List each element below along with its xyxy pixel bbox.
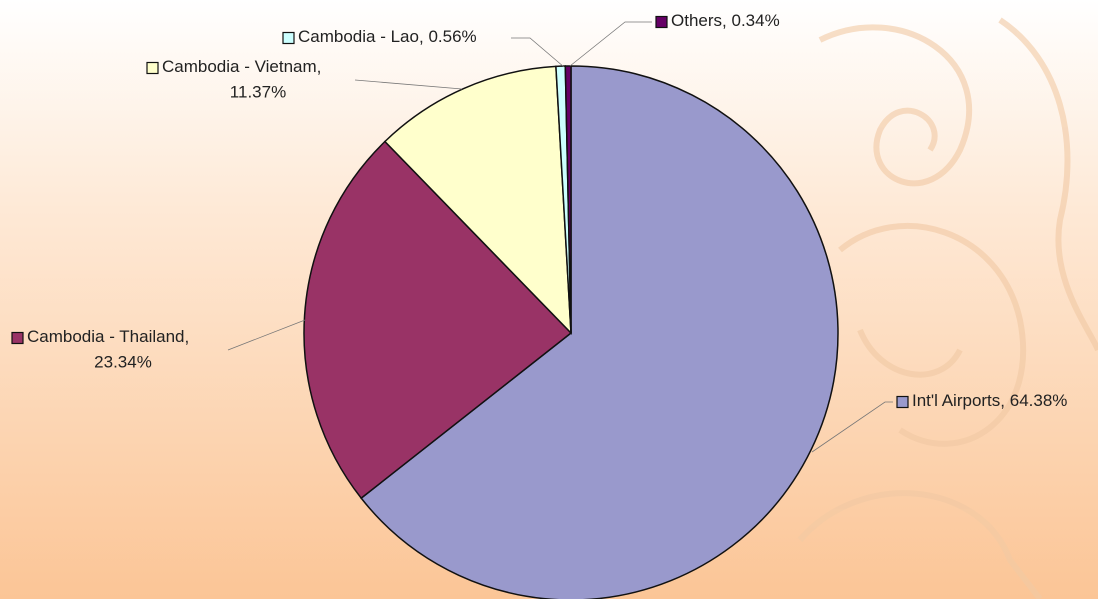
- label-value: 23.34%: [94, 352, 152, 371]
- label-marker: [282, 31, 295, 45]
- label-marker: [146, 61, 159, 75]
- label-value: 0.34%: [732, 11, 780, 30]
- data-label: Others, 0.34%: [671, 11, 780, 30]
- leader-line: [811, 401, 893, 453]
- label-category: Int'l Airports: [912, 391, 1000, 410]
- label-value: 0.56%: [428, 27, 476, 46]
- data-label: Cambodia - Vietnam,: [162, 57, 321, 76]
- data-label: Cambodia - Lao, 0.56%: [298, 27, 477, 46]
- labels: Int'l Airports, 64.38% Cambodia - Thailan…: [11, 11, 1067, 453]
- decoration: [797, 17, 1098, 599]
- pie-slice: [564, 65, 572, 334]
- pie-slice: [383, 65, 572, 335]
- label-marker: [896, 395, 909, 409]
- label-marker: [655, 15, 668, 29]
- label-marker: [11, 331, 24, 345]
- leader-line: [354, 79, 463, 90]
- label-category: Cambodia - Vietnam: [162, 57, 317, 76]
- label-category: Cambodia - Thailand: [27, 327, 185, 346]
- pie-slice: [303, 140, 573, 500]
- label-category: Cambodia - Lao: [298, 27, 419, 46]
- leader-line: [569, 21, 652, 67]
- pie-slice: [360, 65, 839, 599]
- label-value: 11.37%: [230, 82, 286, 101]
- data-label: Int'l Airports, 64.38%: [912, 391, 1067, 410]
- leader-line: [511, 37, 565, 68]
- leader-line: [227, 319, 306, 351]
- label-value: 64.38%: [1010, 391, 1068, 410]
- data-label: Cambodia - Thailand,: [27, 327, 189, 346]
- pie: [303, 65, 839, 599]
- label-category: Others: [671, 11, 722, 30]
